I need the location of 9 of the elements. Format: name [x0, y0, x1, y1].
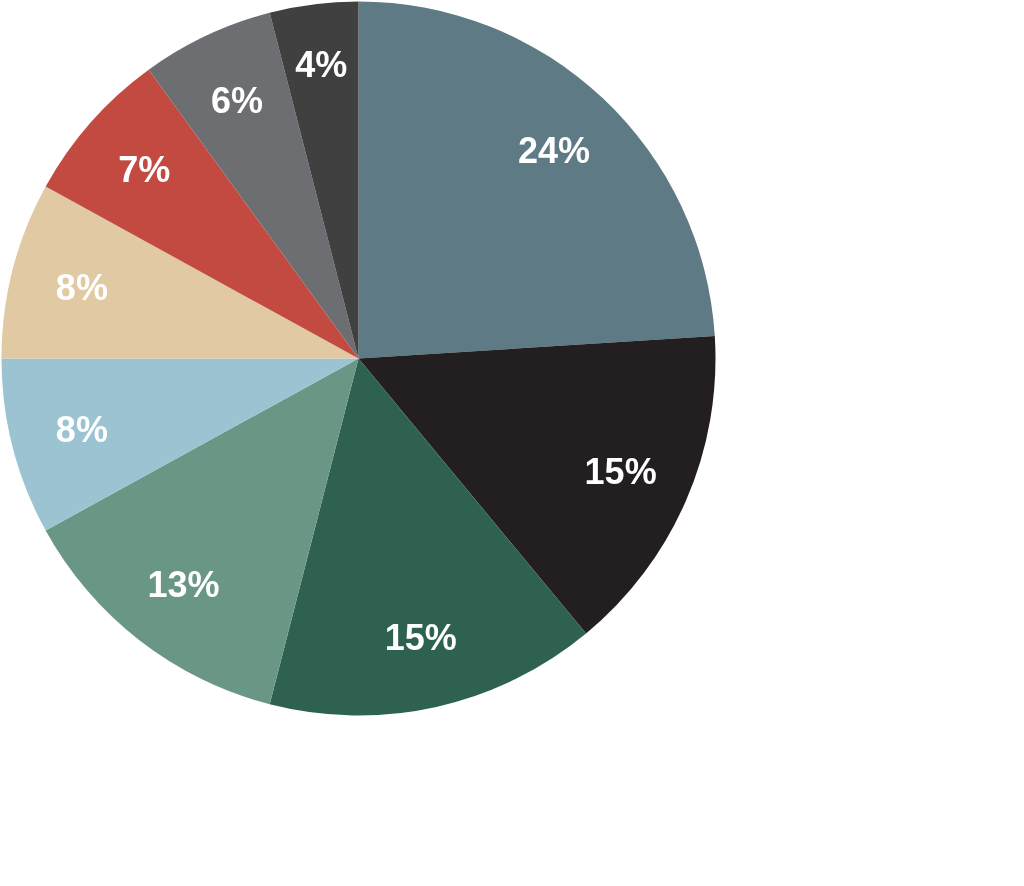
data-label: 7% [118, 149, 171, 191]
data-label: 4% [295, 44, 348, 86]
data-label: 8% [55, 409, 108, 451]
data-label: 24% [517, 129, 591, 171]
data-label: 13% [147, 563, 220, 605]
data-label: 15% [384, 616, 457, 658]
data-label: 8% [55, 266, 108, 308]
data-label: 15% [584, 451, 657, 493]
data-label: 6% [210, 79, 263, 121]
